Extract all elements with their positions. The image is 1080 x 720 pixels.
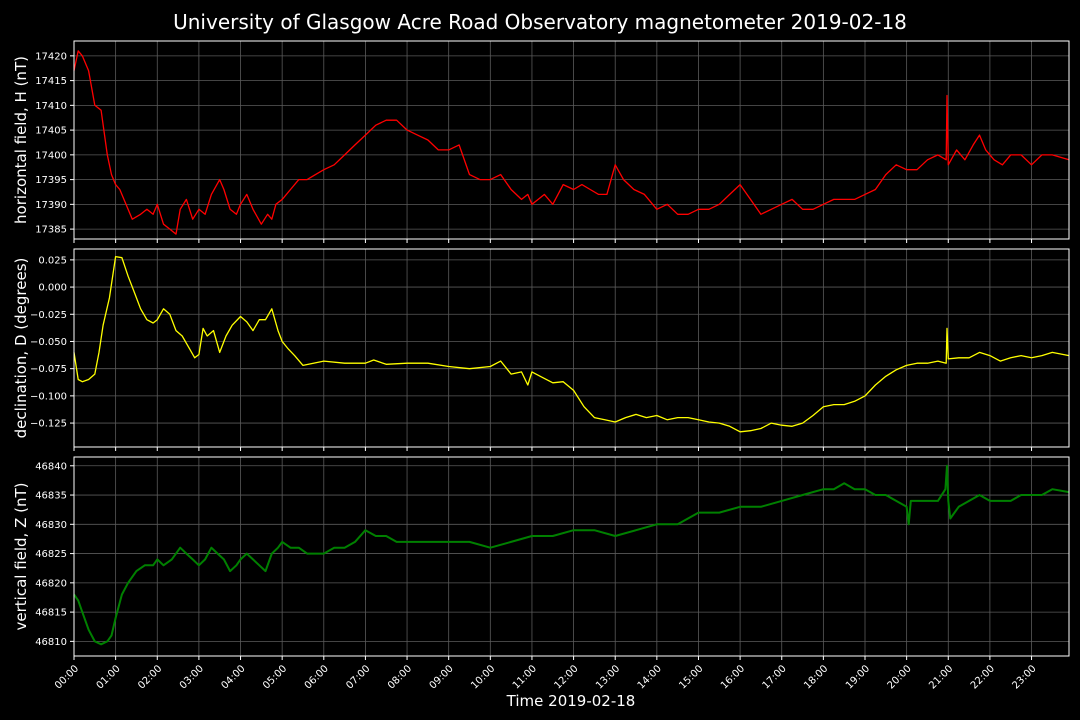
panel-0: 17385 17390 17395 17400 17405 17410 17415 17420…: [12, 40, 1070, 243]
panel-2-ylabel: vertical field, Z (nT): [12, 482, 30, 630]
panel-1-ytick-label: −0.125: [30, 419, 67, 430]
panel-2-series-line: [73, 464, 1070, 646]
chart-title: University of Glasgow Acre Road Observat…: [173, 10, 907, 34]
panel-1-ytick-label: 0.025: [38, 255, 67, 266]
panel-1: −0.125 −0.100 −0.075 −0.050 −0.025 0.000 0.025…: [12, 248, 1070, 451]
panel-0-ytick-label: 17390: [35, 200, 67, 211]
panels-layer: 17385 17390 17395 17400 17405 17410 17415 17420…: [12, 40, 1070, 660]
panel-0-ytick-label: 17410: [35, 101, 67, 112]
panel-2-ytick-label: 46820: [35, 578, 67, 589]
panel-1-ytick-label: −0.050: [30, 337, 67, 348]
panel-1-ytick-label: −0.100: [30, 391, 67, 402]
panel-1-ytick-label: 0.000: [38, 283, 67, 294]
panel-2: 46810 46815 46820 46825 46830 46835 46840 verti…: [12, 456, 1070, 660]
panel-2-ytick-label: 46835: [35, 491, 67, 502]
panel-0-ytick-label: 17395: [35, 175, 67, 186]
panel-1-series-line: [73, 255, 1070, 433]
panel-0-ytick-label: 17385: [35, 225, 67, 236]
panel-1-ytick-label: −0.025: [30, 310, 67, 321]
panel-2-frame: [73, 456, 1070, 657]
panel-2-ytick-label: 46830: [35, 520, 67, 531]
panel-2-ytick-label: 46810: [35, 637, 67, 648]
panel-1-ylabel: declination, D (degrees): [12, 258, 30, 439]
panel-0-ylabel: horizontal field, H (nT): [12, 56, 30, 224]
panel-1-ytick-label: −0.075: [30, 364, 67, 375]
panel-2-ytick-label: 46840: [35, 461, 67, 472]
panel-0-ytick-label: 17415: [35, 76, 67, 87]
panel-0-ytick-label: 17400: [35, 150, 67, 161]
panel-0-ytick-label: 17405: [35, 126, 67, 137]
panel-0-series-line: [73, 50, 1070, 235]
panel-2-ytick-label: 46825: [35, 549, 67, 560]
x-axis-label: Time 2019-02-18: [506, 692, 636, 710]
panel-0-frame: [73, 40, 1070, 240]
panel-2-ytick-label: 46815: [35, 608, 67, 619]
panel-0-ytick-label: 17420: [35, 51, 67, 62]
panel-1-frame: [73, 248, 1070, 448]
